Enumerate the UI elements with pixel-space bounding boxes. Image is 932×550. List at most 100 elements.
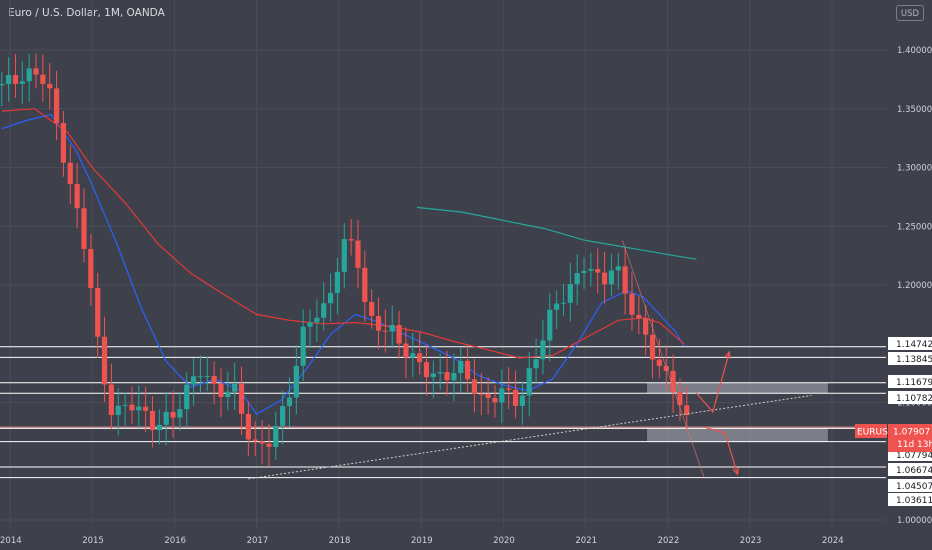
candle-body <box>362 267 368 303</box>
candle-body <box>95 287 101 337</box>
level-price-label: 1.06674 <box>896 466 932 476</box>
candle-body <box>389 324 395 332</box>
candle-body <box>238 383 245 414</box>
x-axis-tick-label: 2014 <box>0 536 22 546</box>
candle-body <box>608 270 615 285</box>
x-axis-tick-label: 2023 <box>740 536 762 546</box>
candle-body <box>492 398 498 403</box>
candle-body <box>526 368 532 396</box>
candle-body <box>595 269 601 273</box>
candle-body <box>574 273 580 285</box>
level-price-label: 1.07794 <box>896 451 932 461</box>
candle-body <box>375 316 382 331</box>
projection-down-arrow <box>704 426 739 475</box>
candle-body <box>252 439 258 442</box>
candle-body <box>232 383 238 392</box>
candle-body <box>506 388 512 390</box>
candle-body <box>554 303 560 310</box>
candle-body <box>629 293 635 315</box>
candle-body <box>560 302 567 304</box>
candle-body <box>115 405 121 416</box>
candle-body <box>321 303 327 318</box>
candle-body <box>47 83 53 89</box>
y-axis-tick-label: 1.00000 <box>897 516 932 526</box>
level-price-label-box <box>888 493 932 506</box>
x-axis-tick-label: 2024 <box>822 536 844 546</box>
x-axis-tick-label: 2020 <box>493 536 515 546</box>
candle-body <box>266 443 272 447</box>
candle-body <box>53 88 60 123</box>
level-price-label-box <box>888 375 932 388</box>
candle-body <box>12 75 19 84</box>
candle-body <box>458 360 464 374</box>
candle-body <box>547 309 553 341</box>
candle-body <box>273 425 279 447</box>
level-price-label: 1.14742 <box>896 340 932 350</box>
candle-body <box>451 373 457 381</box>
x-axis-tick-label: 2021 <box>575 536 597 546</box>
candle-body <box>334 271 341 294</box>
candle-body <box>225 391 231 398</box>
candle-body <box>88 248 94 288</box>
x-axis-tick-label: 2018 <box>329 536 351 546</box>
candle-body <box>684 405 690 416</box>
candle-countdown-label: 11d 13h <box>897 440 932 450</box>
candle-body <box>423 362 430 378</box>
moving-average-line <box>1 113 685 415</box>
level-price-label-box <box>888 391 932 404</box>
last-price-label: 1.07907 <box>893 428 930 438</box>
candle-body <box>567 284 573 303</box>
candle-body <box>588 269 594 271</box>
candle-body <box>348 239 354 241</box>
candle-body <box>143 406 149 411</box>
candle-body <box>430 373 436 378</box>
candle-body <box>40 74 46 84</box>
currency-badge[interactable]: USD <box>896 5 924 21</box>
candle-body <box>136 406 142 411</box>
candle-body <box>464 360 471 380</box>
level-price-label: 1.13845 <box>896 355 932 365</box>
candle-body <box>355 240 361 268</box>
candle-body <box>519 395 525 406</box>
level-price-label-box <box>888 479 932 492</box>
candle-body <box>581 270 587 274</box>
candle-body <box>478 393 484 395</box>
candle-body <box>259 441 265 444</box>
candle-body <box>369 302 375 317</box>
candle-body <box>108 384 114 416</box>
candle-body <box>410 353 416 358</box>
candle-body <box>122 404 128 406</box>
supply-demand-zone <box>647 382 828 394</box>
x-axis-tick-label: 2019 <box>411 536 433 546</box>
candle-body <box>444 372 450 381</box>
y-axis-tick-label: 1.40000 <box>897 46 932 56</box>
candle-body <box>129 404 135 411</box>
candle-body <box>280 406 286 426</box>
projection-up-arrow-arrowhead <box>724 350 732 359</box>
level-price-label: 1.11679 <box>896 378 932 388</box>
x-axis-tick-label: 2016 <box>164 536 186 546</box>
symbol-label: EURUSD <box>857 428 895 438</box>
candle-body <box>156 424 162 431</box>
x-axis-tick-label: 2015 <box>82 536 104 546</box>
candle-body <box>101 336 108 385</box>
candle-body <box>643 318 649 335</box>
candle-body <box>190 376 197 385</box>
candle-body <box>314 317 320 323</box>
level-price-label-box <box>888 352 932 365</box>
projection-up-arrow <box>695 351 730 414</box>
candle-body <box>677 392 683 406</box>
candle-body <box>540 340 546 360</box>
candle-body <box>197 376 204 378</box>
candle-body <box>471 379 478 394</box>
candle-body <box>6 75 12 84</box>
candle-body <box>601 272 608 285</box>
candle-body <box>0 83 5 86</box>
x-axis-tick-label: 2017 <box>247 536 269 546</box>
candle-body <box>485 394 491 399</box>
candle-body <box>533 359 539 369</box>
candle-body <box>19 81 25 84</box>
candle-body <box>286 397 293 407</box>
level-price-label: 1.03611 <box>896 496 932 506</box>
